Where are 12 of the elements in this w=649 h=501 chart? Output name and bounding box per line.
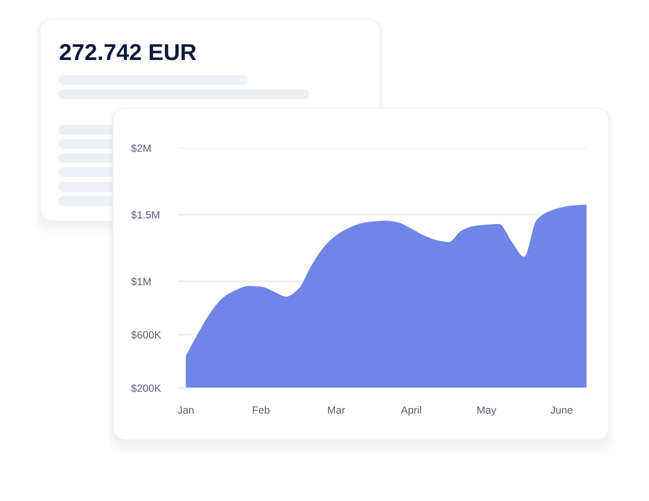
y-tick-label: $1M bbox=[131, 277, 150, 286]
y-tick-label: $2M bbox=[131, 144, 150, 152]
x-tick-label: Mar bbox=[328, 406, 345, 414]
y-tick-label: $200K bbox=[131, 384, 162, 392]
text: 272.742 EUR bbox=[60, 44, 196, 60]
y-tick-label: $600K bbox=[131, 330, 162, 340]
x-tick-label: April bbox=[400, 406, 422, 416]
x-tick-label: Feb bbox=[252, 406, 270, 414]
x-tick-label: June bbox=[550, 406, 572, 414]
x-tick-label: May bbox=[477, 406, 496, 416]
x-tick-label: Jan bbox=[178, 406, 194, 414]
y-tick-label: $1.5M bbox=[131, 210, 160, 220]
